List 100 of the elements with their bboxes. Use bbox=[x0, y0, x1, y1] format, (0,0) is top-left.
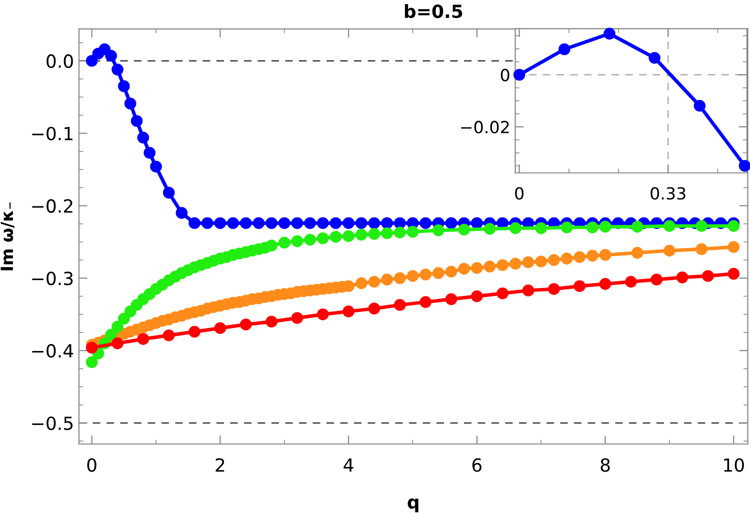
point bbox=[625, 276, 637, 288]
point bbox=[304, 217, 316, 229]
point bbox=[471, 290, 483, 302]
point bbox=[316, 308, 329, 320]
point bbox=[291, 217, 304, 229]
x-tick-label: 0 bbox=[87, 458, 96, 472]
point bbox=[201, 217, 214, 229]
point bbox=[278, 217, 290, 229]
point bbox=[604, 28, 616, 40]
point bbox=[445, 293, 458, 306]
x-axis-title: q bbox=[408, 498, 418, 512]
point bbox=[445, 217, 458, 229]
point bbox=[316, 232, 329, 244]
point bbox=[112, 64, 124, 76]
chart-title: b=0.5 bbox=[404, 4, 462, 18]
point bbox=[420, 296, 432, 308]
point bbox=[252, 217, 265, 229]
point bbox=[522, 284, 534, 296]
point bbox=[105, 328, 117, 341]
point bbox=[188, 326, 200, 338]
point bbox=[648, 52, 660, 64]
point bbox=[394, 217, 406, 229]
point bbox=[240, 318, 252, 330]
point bbox=[728, 220, 740, 232]
y-tick-label: 0.0 bbox=[46, 54, 73, 68]
y-tick-label: −0.2 bbox=[32, 199, 72, 213]
point bbox=[664, 220, 676, 232]
point bbox=[266, 217, 278, 229]
point bbox=[316, 217, 329, 229]
point bbox=[513, 68, 526, 81]
point bbox=[266, 316, 278, 328]
point bbox=[368, 217, 380, 229]
x-tick-label: 0.33 bbox=[650, 187, 686, 200]
y-tick-label: −0.1 bbox=[32, 126, 72, 140]
point bbox=[599, 278, 612, 290]
point bbox=[188, 217, 200, 229]
point bbox=[214, 322, 226, 334]
point bbox=[394, 226, 406, 238]
point bbox=[728, 268, 740, 280]
point bbox=[496, 287, 508, 300]
point bbox=[112, 320, 124, 333]
point bbox=[86, 54, 98, 67]
point bbox=[599, 220, 612, 233]
point bbox=[458, 224, 470, 236]
point bbox=[342, 230, 354, 242]
point bbox=[214, 217, 226, 229]
point bbox=[304, 234, 316, 246]
y-tick-label: −0.5 bbox=[32, 416, 73, 430]
y-tick-label: −0.02 bbox=[461, 120, 509, 134]
point bbox=[676, 272, 688, 284]
point bbox=[144, 146, 156, 159]
point bbox=[240, 217, 252, 229]
point bbox=[355, 228, 368, 241]
point bbox=[560, 222, 573, 234]
x-tick-label: 4 bbox=[344, 458, 354, 472]
point bbox=[278, 236, 290, 249]
point bbox=[342, 306, 354, 318]
point bbox=[631, 220, 644, 233]
point bbox=[738, 160, 750, 172]
point bbox=[266, 240, 278, 252]
point bbox=[406, 226, 419, 238]
point bbox=[291, 312, 304, 324]
point bbox=[535, 222, 547, 234]
point bbox=[381, 217, 393, 229]
point bbox=[86, 356, 98, 368]
point bbox=[510, 222, 522, 234]
point bbox=[112, 337, 124, 350]
x-tick-label: 6 bbox=[472, 458, 482, 472]
point bbox=[650, 274, 663, 286]
x-tick-label: 2 bbox=[216, 458, 224, 472]
point bbox=[696, 220, 708, 232]
point bbox=[586, 222, 598, 234]
point bbox=[227, 217, 239, 229]
point bbox=[124, 98, 136, 110]
point bbox=[432, 224, 444, 236]
point bbox=[162, 186, 175, 199]
point bbox=[342, 217, 354, 229]
point bbox=[368, 302, 380, 314]
point bbox=[118, 80, 130, 92]
point bbox=[574, 280, 586, 292]
point bbox=[355, 217, 368, 229]
point bbox=[558, 43, 570, 56]
point bbox=[105, 50, 117, 62]
point bbox=[694, 100, 706, 112]
point bbox=[420, 217, 432, 229]
point bbox=[118, 312, 130, 325]
point bbox=[150, 160, 162, 172]
point bbox=[137, 333, 150, 345]
point bbox=[484, 222, 496, 235]
y-tick-label: −0.3 bbox=[32, 272, 73, 286]
point bbox=[702, 270, 714, 282]
point bbox=[381, 227, 393, 240]
point bbox=[330, 217, 342, 229]
point bbox=[394, 299, 406, 311]
x-tick-label: 8 bbox=[600, 458, 610, 472]
point bbox=[86, 342, 98, 354]
y-tick-label: −0.4 bbox=[32, 344, 74, 358]
point bbox=[130, 115, 143, 127]
x-tick-label: 10 bbox=[724, 458, 744, 472]
point bbox=[176, 207, 188, 219]
